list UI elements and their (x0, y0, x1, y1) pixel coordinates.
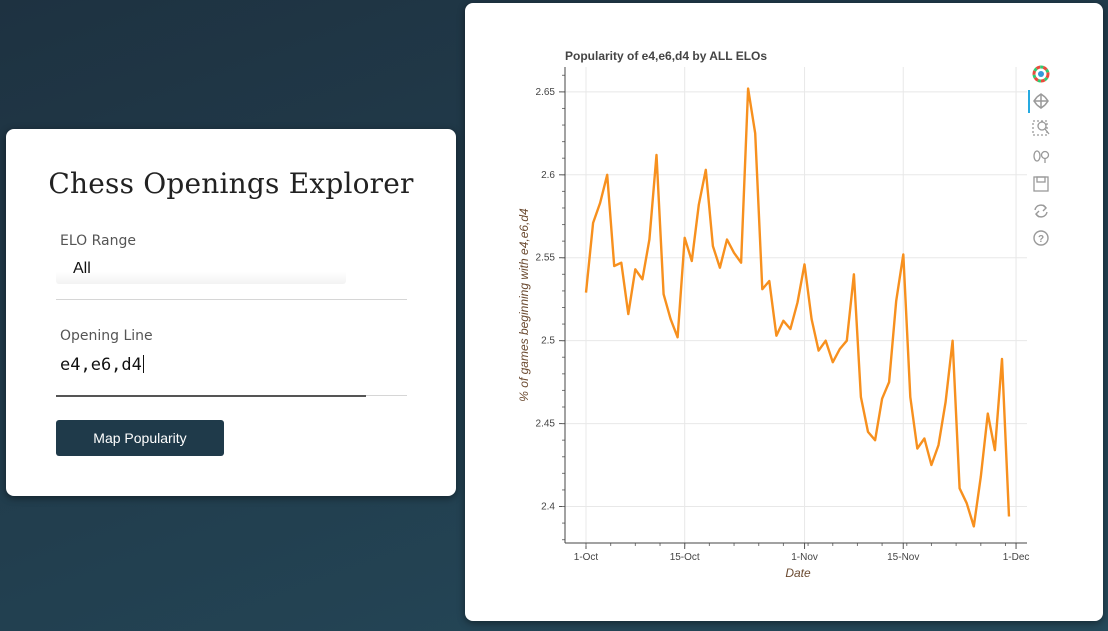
chart-card: Popularity of e4,e6,d4 by ALL ELOs 2.4 2.… (465, 3, 1103, 621)
y-tick-label: 2.4 (541, 502, 555, 513)
y-tick-label: 2.65 (536, 87, 556, 98)
map-popularity-button[interactable]: Map Popularity (56, 420, 224, 456)
series-line (584, 87, 1011, 528)
text-caret (142, 355, 144, 373)
x-tick-label: 1-Oct (574, 552, 599, 563)
opening-line-value: e4,e6,d4 (60, 355, 142, 375)
x-axis-label: Date (785, 566, 811, 580)
line-chart[interactable]: Popularity of e4,e6,d4 by ALL ELOs 2.4 2.… (465, 3, 1103, 621)
divider (366, 395, 407, 396)
y-axis-label: % of games beginning with e4,e6,d4 (517, 208, 531, 402)
x-tick-label: 1-Dec (1003, 552, 1030, 563)
wheel-zoom-icon[interactable] (1033, 150, 1050, 163)
y-tick-label: 2.55 (536, 253, 556, 264)
opening-line-input[interactable]: e4,e6,d4 (56, 351, 366, 397)
elo-range-select[interactable]: All (56, 254, 346, 284)
reset-icon[interactable] (1034, 204, 1048, 218)
y-tick-label: 2.45 (536, 419, 556, 430)
app-title: Chess Openings Explorer (48, 167, 414, 200)
chart-title: Popularity of e4,e6,d4 by ALL ELOs (565, 49, 767, 63)
y-tick-label: 2.5 (541, 336, 555, 347)
x-tick-label: 15-Oct (670, 552, 700, 563)
svg-text:?: ? (1038, 234, 1044, 245)
divider (56, 299, 407, 300)
help-icon[interactable]: ? (1033, 230, 1049, 246)
controls-card: Chess Openings Explorer ELO Range All Op… (6, 129, 456, 496)
pan-icon[interactable] (1033, 93, 1049, 109)
box-zoom-icon[interactable] (1032, 120, 1050, 136)
y-tick-label: 2.6 (541, 170, 555, 181)
opening-line-label: Opening Line (60, 328, 153, 344)
save-icon[interactable] (1033, 176, 1049, 192)
elo-range-label: ELO Range (60, 233, 136, 249)
x-tick-label: 15-Nov (887, 552, 919, 563)
bokeh-logo-icon[interactable] (1032, 65, 1050, 83)
chart-toolbar: ? (1028, 65, 1050, 246)
x-tick-label: 1-Nov (791, 552, 818, 563)
elo-range-value: All (73, 260, 91, 277)
